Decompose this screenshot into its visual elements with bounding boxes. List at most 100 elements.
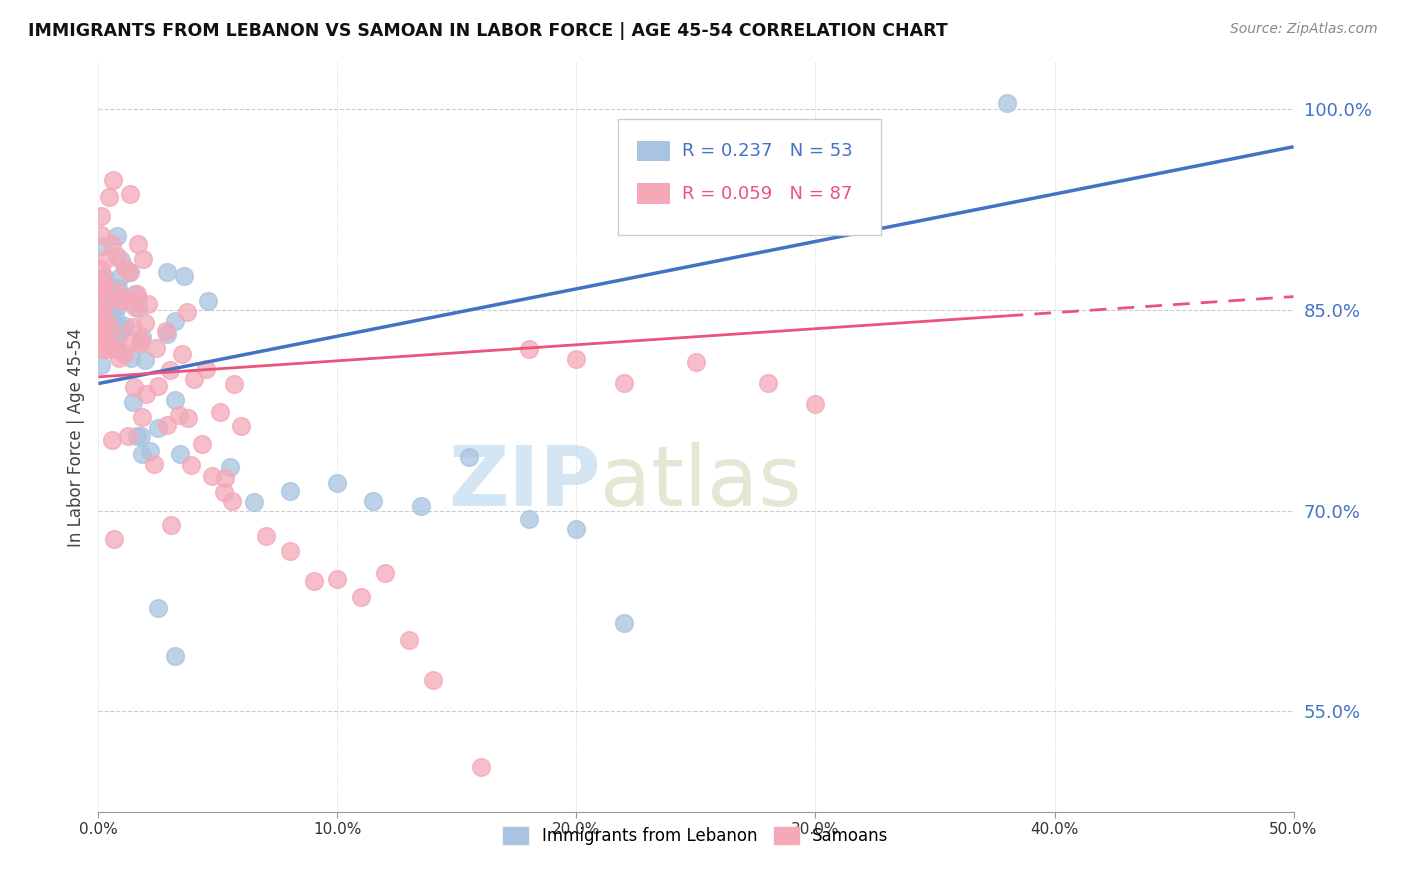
Point <box>172 346 194 360</box>
Point <box>91 239 114 253</box>
Point <box>90 320 112 334</box>
Point <box>103 323 125 337</box>
Point <box>229 418 252 433</box>
Y-axis label: In Labor Force | Age 45-54: In Labor Force | Age 45-54 <box>66 327 84 547</box>
Point <box>398 633 420 648</box>
Point <box>114 260 136 275</box>
Point <box>326 572 349 586</box>
Point <box>108 351 131 365</box>
Point <box>173 268 195 283</box>
Point <box>96 305 118 319</box>
Point <box>118 265 141 279</box>
Point <box>470 760 492 774</box>
Point <box>91 305 114 319</box>
Point <box>565 352 588 367</box>
Point <box>163 649 186 664</box>
Point <box>156 326 179 341</box>
Point <box>159 517 181 532</box>
Point <box>125 286 148 301</box>
Point <box>201 469 224 483</box>
Point <box>90 358 112 372</box>
Point <box>278 544 301 558</box>
Text: IMMIGRANTS FROM LEBANON VS SAMOAN IN LABOR FORCE | AGE 45-54 CORRELATION CHART: IMMIGRANTS FROM LEBANON VS SAMOAN IN LAB… <box>28 22 948 40</box>
Point <box>121 320 143 334</box>
Point <box>302 574 325 588</box>
Point <box>183 371 205 385</box>
Point <box>120 265 142 279</box>
Point <box>90 282 112 296</box>
Point <box>135 386 157 401</box>
Point <box>103 533 125 547</box>
Point <box>145 341 167 355</box>
Point <box>118 335 141 350</box>
Point <box>94 270 117 285</box>
Point <box>179 458 201 472</box>
Point <box>96 252 118 266</box>
Point <box>208 405 231 419</box>
FancyBboxPatch shape <box>637 184 669 203</box>
Point <box>131 409 153 424</box>
Point <box>105 228 128 243</box>
Point <box>131 329 153 343</box>
Point <box>422 673 444 688</box>
Point <box>93 329 115 343</box>
Point <box>148 601 170 615</box>
Point <box>98 189 121 203</box>
Point <box>142 457 165 471</box>
Point <box>243 494 266 508</box>
Point <box>110 323 132 337</box>
Point <box>90 325 112 339</box>
Point <box>91 275 114 289</box>
Point <box>613 376 636 391</box>
Point <box>107 249 129 263</box>
Point <box>110 252 132 267</box>
Point <box>104 341 127 355</box>
Point <box>156 265 179 279</box>
Point <box>155 324 177 338</box>
Point <box>613 615 636 630</box>
Point <box>124 287 146 301</box>
Point <box>165 314 187 328</box>
Point <box>90 310 112 324</box>
Point <box>129 429 152 443</box>
FancyBboxPatch shape <box>619 119 882 235</box>
Point <box>112 346 135 360</box>
Text: R = 0.059   N = 87: R = 0.059 N = 87 <box>682 185 852 202</box>
Point <box>177 410 200 425</box>
Point <box>91 273 114 287</box>
Point <box>100 342 122 356</box>
Point <box>129 334 152 348</box>
Point <box>685 355 707 369</box>
Point <box>103 173 125 187</box>
Text: ZIP: ZIP <box>449 442 600 523</box>
Point <box>212 484 235 499</box>
Point <box>326 475 349 490</box>
Point <box>995 95 1018 110</box>
Point <box>132 252 155 266</box>
Point <box>163 393 186 408</box>
Point <box>221 494 243 508</box>
Point <box>195 361 218 376</box>
Point <box>90 261 112 276</box>
Point <box>114 318 136 333</box>
Point <box>148 379 170 393</box>
Point <box>107 281 129 295</box>
Point <box>374 566 396 580</box>
Point <box>107 331 129 345</box>
Point <box>118 186 141 201</box>
Point <box>176 305 198 319</box>
Point <box>110 290 132 304</box>
Point <box>219 460 242 475</box>
Point <box>90 311 112 326</box>
Point <box>93 297 115 311</box>
Point <box>90 343 112 357</box>
Point <box>97 310 120 325</box>
Point <box>517 512 540 526</box>
Point <box>169 447 191 461</box>
Point <box>90 228 112 243</box>
Point <box>148 421 170 435</box>
Point <box>122 394 145 409</box>
Point <box>155 418 177 433</box>
Point <box>107 300 129 314</box>
Point <box>91 324 114 338</box>
